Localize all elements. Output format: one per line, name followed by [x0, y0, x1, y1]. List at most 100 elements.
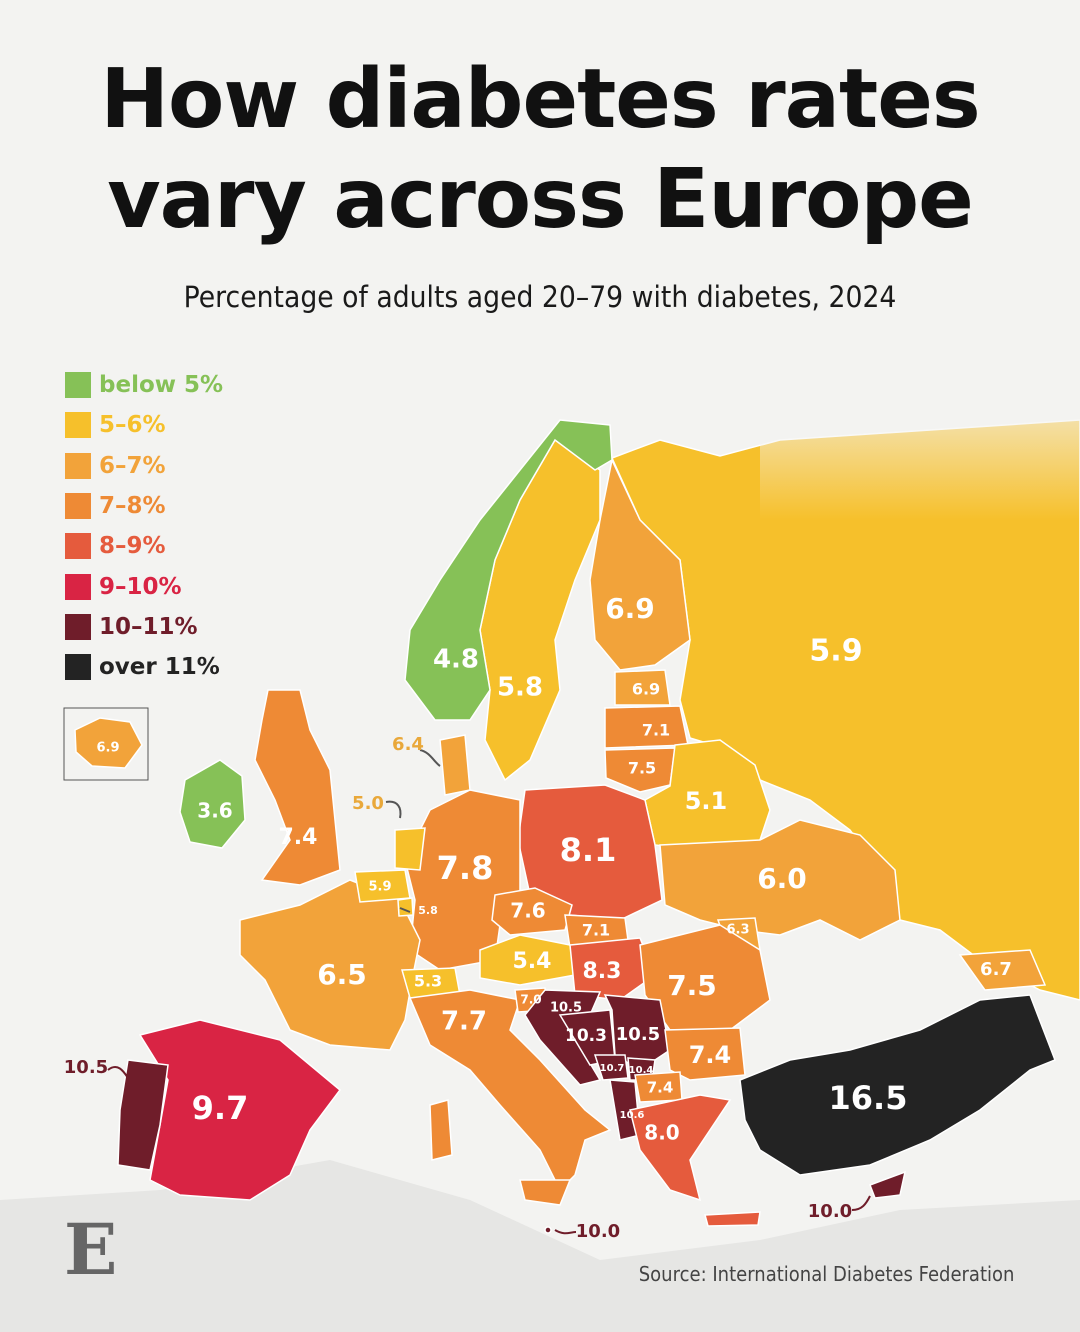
- legend-item: below 5%: [65, 365, 223, 405]
- country-value-label: 6.4: [392, 734, 424, 755]
- region-montenegro: [593, 1054, 629, 1081]
- legend-swatch: [65, 452, 91, 479]
- region-finland: [589, 457, 691, 671]
- country-value-label: 5.9: [368, 880, 391, 895]
- russia-fade-overlay: [760, 360, 1080, 520]
- country-value-label: 7.1: [642, 721, 670, 740]
- country-value-label: 9.7: [192, 1089, 249, 1127]
- leader-line-malta: [554, 1229, 577, 1235]
- legend-label: 6–7%: [99, 452, 166, 479]
- country-value-label: 6.5: [317, 958, 367, 991]
- region-ireland: [179, 759, 246, 849]
- legend-swatch: [65, 412, 91, 439]
- legend-item: 7–8%: [65, 486, 223, 526]
- region-ukraine: [659, 819, 901, 941]
- leader-line-denmark: [419, 749, 441, 767]
- country-value-label: 7.5: [628, 759, 656, 778]
- region-lithuania: [604, 747, 676, 793]
- publisher-logo: E: [64, 1208, 118, 1291]
- country-value-label: 5.9: [809, 634, 862, 669]
- country-value-label: 5.0: [352, 793, 384, 814]
- legend-swatch: [65, 654, 91, 681]
- country-value-label: 6.9: [632, 680, 660, 699]
- region-luxembourg: [397, 897, 414, 917]
- region-czechia: [491, 887, 573, 936]
- country-value-label: 3.6: [197, 799, 232, 823]
- region-cyprus: [869, 1170, 907, 1199]
- country-value-label: 10.6: [620, 1110, 645, 1121]
- legend-swatch: [65, 372, 91, 399]
- title-line-1: How diabetes rates: [100, 52, 980, 147]
- region-portugal: [117, 1059, 169, 1171]
- legend-label: 7–8%: [99, 493, 166, 520]
- country-value-label: 7.4: [647, 1079, 674, 1097]
- country-value-label: 6.0: [757, 862, 807, 895]
- legend-swatch: [65, 613, 91, 640]
- region-italy-sardinia: [429, 1099, 453, 1161]
- legend-swatch: [65, 573, 91, 600]
- country-value-label: 10.4: [629, 1065, 654, 1076]
- legend-label: 9–10%: [99, 573, 182, 600]
- country-value-label: 10.3: [565, 1026, 607, 1046]
- legend-item: 9–10%: [65, 566, 223, 606]
- region-bulgaria: [664, 1027, 746, 1081]
- country-value-label: 4.8: [433, 645, 479, 675]
- legend-swatch: [65, 493, 91, 520]
- country-value-label: 6.9: [605, 592, 655, 625]
- country-value-label: 16.5: [829, 1079, 908, 1117]
- country-value-label: 7.4: [279, 825, 318, 850]
- country-value-label: 10.5: [550, 1001, 582, 1016]
- country-value-label: 10.5: [64, 1057, 108, 1078]
- legend-item: 5–6%: [65, 405, 223, 445]
- country-value-label: 6.7: [980, 959, 1012, 980]
- country-value-label: 6.3: [726, 923, 749, 938]
- legend-label: 5–6%: [99, 412, 166, 439]
- country-value-label: 10.7: [600, 1063, 625, 1074]
- region-netherlands: [394, 827, 426, 871]
- region-hungary: [569, 937, 656, 1001]
- region-georgia: [958, 949, 1047, 991]
- legend-label: 10–11%: [99, 613, 198, 640]
- legend-item: 8–9%: [65, 526, 223, 566]
- legend-item: 10–11%: [65, 607, 223, 647]
- country-value-label: 7.7: [441, 1007, 487, 1037]
- legend-item: 6–7%: [65, 446, 223, 486]
- region-greece-crete: [704, 1211, 761, 1227]
- country-value-label: 5.8: [497, 673, 543, 703]
- country-value-label: 7.4: [689, 1041, 732, 1069]
- country-value-label: 5.4: [513, 949, 552, 974]
- country-value-label: 7.0: [520, 993, 541, 1007]
- leader-line-portugal: [107, 1066, 129, 1079]
- country-value-label: 7.5: [667, 969, 717, 1002]
- country-value-label: 8.3: [583, 959, 622, 984]
- country-value-label: 10.0: [576, 1221, 620, 1242]
- region-poland: [517, 784, 663, 921]
- region-iceland: [74, 717, 143, 769]
- title-line-2: vary across Europe: [107, 152, 974, 247]
- region-malta: [544, 1226, 552, 1234]
- country-value-label: 10.0: [808, 1201, 852, 1222]
- region-france: [239, 879, 421, 1051]
- page-title: How diabetes rates vary across Europe: [0, 50, 1080, 250]
- country-value-label: 5.3: [414, 972, 442, 991]
- country-value-label: 7.6: [510, 899, 545, 923]
- country-value-label: 8.0: [644, 1121, 679, 1145]
- country-value-label: 7.1: [582, 921, 610, 940]
- page-subtitle: Percentage of adults aged 20–79 with dia…: [183, 280, 897, 314]
- iceland-inset-frame: [63, 707, 149, 781]
- region-norway: [404, 419, 613, 721]
- country-value-label: 5.1: [685, 787, 728, 815]
- leader-line-luxembourg: [399, 907, 411, 913]
- region-estonia: [614, 669, 671, 706]
- region-sweden: [479, 438, 601, 782]
- legend-swatch: [65, 533, 91, 560]
- country-value-label: 5.8: [418, 904, 438, 917]
- region-italy-sicily: [519, 1179, 572, 1206]
- country-value-label: 7.8: [437, 849, 494, 887]
- region-united-kingdom: [254, 689, 341, 886]
- region-italy: [408, 989, 612, 1192]
- map-legend: below 5% 5–6% 6–7% 7–8% 8–9% 9–10% 10–11% over …: [65, 365, 223, 687]
- region-greece: [629, 1094, 732, 1202]
- country-value-label: 10.5: [616, 1024, 660, 1045]
